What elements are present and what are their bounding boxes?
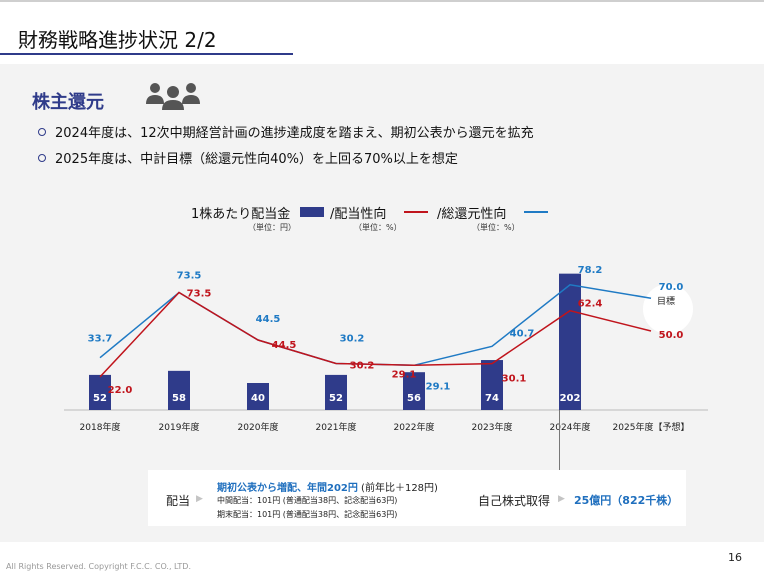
payout-value-label: 22.0	[108, 385, 133, 396]
total-value-label: 70.0	[659, 282, 684, 293]
bullet-circle-icon	[38, 153, 46, 162]
copyright: All Rights Reserved. Copyright F.C.C. CO…	[6, 562, 191, 571]
bullet-2025: 2025年度は、中計目標（総還元性向40%）を上回る70%以上を想定	[38, 148, 458, 167]
x-tick-label: 2024年度	[550, 421, 591, 433]
bullet-text: 2025年度は、中計目標（総還元性向40%）を上回る70%以上を想定	[55, 152, 458, 167]
total-value-label: 78.2	[578, 265, 603, 276]
legend-payout-label: /配当性向	[330, 207, 387, 222]
dividend-chart: 52 58 40 52 56 74 202 22.0 73.5 44.5 30.2 29.1 30.1 6…	[64, 265, 708, 433]
dividend-bar	[89, 374, 111, 410]
bar-value-label: 56	[407, 393, 421, 404]
x-tick-label: 2020年度	[238, 421, 279, 433]
content-panel	[0, 64, 764, 542]
arrow-right-icon: ▶	[558, 494, 565, 504]
dividend-label: 配当	[166, 494, 191, 508]
x-tick-label: 2025年度【予想】	[613, 421, 690, 433]
payout-value-label: 50.0	[659, 330, 684, 341]
bar-value-label: 58	[172, 393, 186, 404]
legend-total-swatch	[524, 211, 548, 213]
payout-value-label: 44.5	[272, 340, 297, 351]
title-underline	[0, 53, 293, 55]
dividend-headline: 期初公表から増配、年間202円 (前年比＋128円)	[217, 479, 438, 494]
total-value-label: 44.5	[256, 314, 281, 325]
total-value-label: 73.5	[177, 270, 202, 281]
shareholders-icon	[144, 80, 202, 116]
x-tick-label: 2021年度	[316, 421, 357, 433]
legend-payout-swatch	[404, 211, 428, 213]
bar-value-label: 40	[251, 393, 265, 404]
dividend-bar	[559, 273, 581, 410]
legend-total-unit: （単位：%）	[472, 223, 520, 232]
legend-dividend-unit: （単位：円）	[248, 223, 296, 232]
buyback-label: 自己株式取得	[478, 494, 551, 508]
top-border	[0, 0, 764, 2]
dividend-bar	[168, 370, 190, 410]
dividend-bar	[403, 372, 425, 410]
interim-dividend: 中間配当：101円 (普通配当38円、記念配当63円)	[217, 496, 398, 505]
payout-line	[99, 291, 652, 378]
x-tick-label: 2018年度	[80, 421, 121, 433]
payout-value-label: 29.1	[392, 369, 417, 380]
page-title: 財務戦略進捗状況 2/2	[18, 28, 217, 52]
x-tick-label: 2022年度	[394, 421, 435, 433]
bar-value-label: 74	[485, 393, 499, 404]
dividend-bar	[481, 360, 503, 410]
dividend-headline-suffix: (前年比＋128円)	[357, 483, 438, 494]
section-title: 株主還元	[32, 92, 104, 113]
annotation-connector	[559, 410, 560, 470]
buyback-value: 25億円（822千株）	[574, 494, 679, 507]
bullet-text: 2024年度は、12次中期経営計画の進捗達成度を踏まえ、期初公表から還元を拡充	[55, 126, 534, 141]
total-value-label: 40.7	[510, 328, 535, 339]
dividend-headline-text: 期初公表から増配、年間202円	[217, 483, 358, 494]
x-tick-label: 2023年度	[472, 421, 513, 433]
payout-value-label: 30.1	[502, 374, 527, 385]
target-circle	[643, 284, 693, 334]
total-value-label: 29.1	[426, 381, 451, 392]
payout-value-label: 73.5	[187, 288, 212, 299]
payout-value-label: 62.4	[578, 299, 603, 310]
x-tick-label: 2019年度	[159, 421, 200, 433]
total-value-label: 33.7	[88, 334, 113, 345]
legend-bar-swatch	[300, 207, 324, 217]
legend-dividend-label: 1株あたり配当金	[191, 207, 291, 222]
dividend-bar	[325, 374, 347, 410]
final-dividend: 期末配当：101円 (普通配当38円、記念配当63円)	[217, 510, 398, 519]
legend-payout-unit: （単位：%）	[354, 223, 402, 232]
total-value-label: 30.2	[340, 333, 365, 344]
bar-value-label: 52	[93, 393, 107, 404]
target-label: 目標	[657, 297, 676, 307]
page-number: 16	[728, 551, 742, 564]
bullet-2024: 2024年度は、12次中期経営計画の進捗達成度を踏まえ、期初公表から還元を拡充	[38, 122, 534, 141]
arrow-right-icon: ▶	[196, 494, 203, 504]
annotation-box: 配当 ▶ 期初公表から増配、年間202円 (前年比＋128円) 中間配当：101…	[148, 470, 686, 526]
legend-total-label: /総還元性向	[437, 207, 507, 222]
dividend-bar	[247, 383, 269, 410]
bullet-circle-icon	[38, 127, 46, 136]
payout-value-label: 30.2	[350, 360, 375, 371]
bar-value-label: 202	[560, 393, 581, 404]
bar-value-label: 52	[329, 393, 343, 404]
chart-legend: 1株あたり配当金 /配当性向 /総還元性向 （単位：円） （単位：%） （単位：…	[0, 203, 764, 233]
